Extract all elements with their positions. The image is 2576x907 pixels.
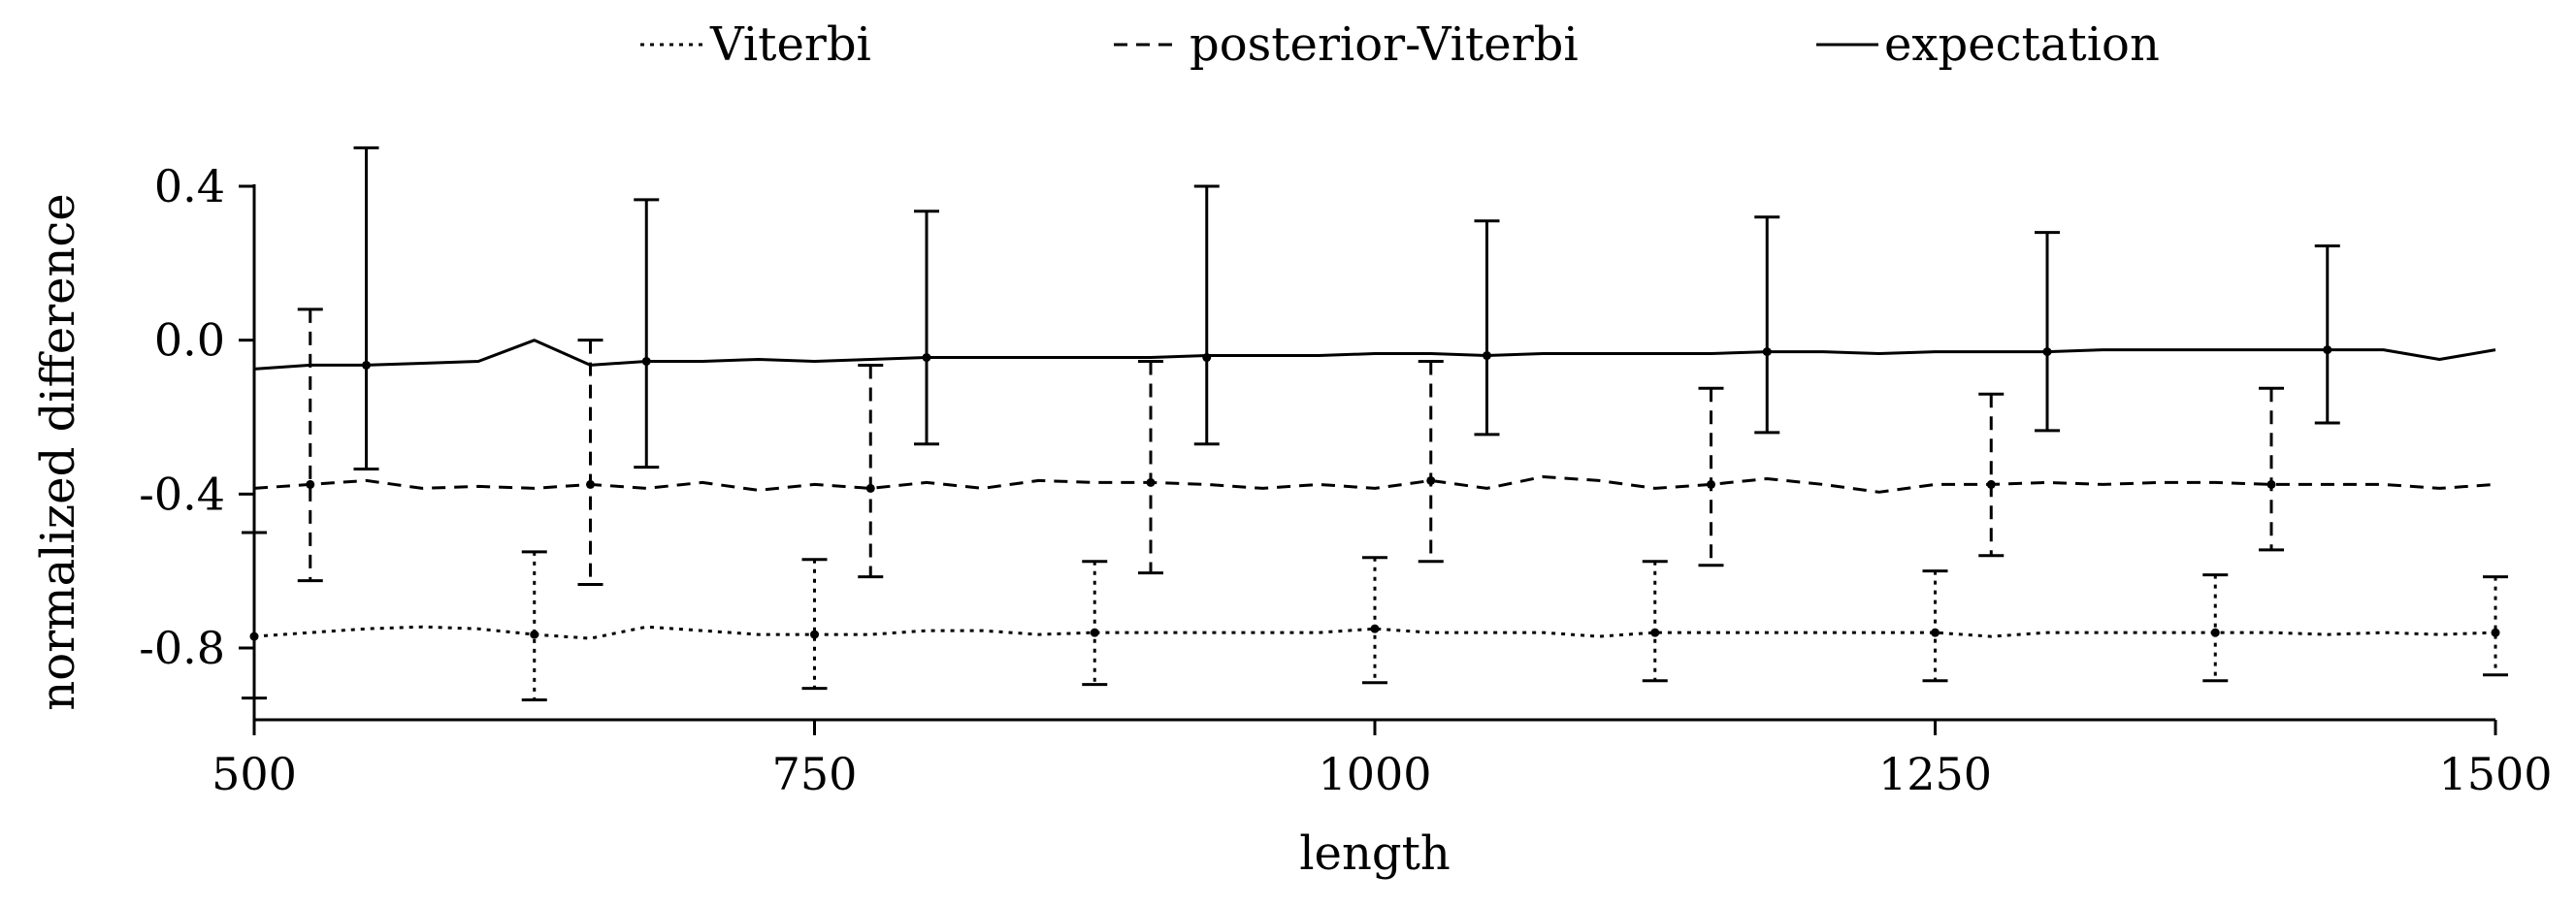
error-bar-expectation [1754,215,1780,435]
data-point [922,353,931,363]
data-point [2210,628,2220,637]
x-tick-label: 500 [212,748,297,800]
error-bar-viterbi [2202,573,2229,683]
legend-label-posterior-viterbi: posterior-Viterbi [1190,17,1579,72]
series-line-posterior-viterbi [253,475,2496,494]
data-point [2266,479,2276,489]
data-point [249,632,259,641]
data-point [1146,477,1156,487]
x-tick-label: 1500 [2438,748,2552,800]
data-point [1986,479,1996,489]
data-point [1931,628,1940,637]
data-point [1370,624,1380,633]
error-bar-posterior-viterbi [297,308,323,583]
data-point [1762,347,1772,357]
data-point [306,479,315,489]
x-axis-title: length [1299,826,1451,881]
y-tick-label: -0.4 [139,468,225,520]
data-point [1650,628,1660,637]
error-bar-posterior-viterbi [858,363,884,579]
error-bar-posterior-viterbi [577,339,603,587]
data-point [586,479,595,489]
data-point [1202,353,1212,363]
data-point [1707,479,1715,489]
error-bar-posterior-viterbi [2259,386,2284,552]
y-tick-label: 0.4 [154,160,225,212]
x-tick-label: 1250 [1878,748,1992,800]
error-bar-posterior-viterbi [1978,392,2005,558]
axes: 500 750 1000 1250 1500 0.4 0.0 -0.4 -0.8 [139,160,2552,800]
error-bar-expectation [1193,184,1220,446]
x-tick-label: 750 [772,748,858,800]
data-point [2491,628,2500,637]
error-bar-viterbi [242,531,267,700]
error-bar-posterior-viterbi [1418,359,1444,564]
error-bar-viterbi [2483,575,2508,677]
data-point [1483,351,1491,361]
data-point [810,630,819,639]
error-bar-viterbi [1922,569,1948,683]
x-tick-label: 1000 [1318,748,1431,800]
error-bar-posterior-viterbi [1698,386,1724,567]
error-bar-viterbi [1362,556,1387,685]
legend-label-viterbi: Viterbi [709,17,871,72]
data-point [362,360,371,370]
error-bar-viterbi [521,550,547,702]
error-bar-expectation [2314,243,2340,425]
error-bar-expectation [914,210,939,446]
y-axis-title: normalized difference [31,193,85,710]
legend: Viterbi posterior-Viterbi expectation [640,17,2160,72]
legend-label-expectation: expectation [1884,17,2160,72]
data-point [2323,345,2332,355]
error-bar-posterior-viterbi [1138,359,1163,575]
y-tick-label: 0.0 [154,314,225,367]
data-point [530,630,539,639]
y-tick-label: -0.8 [139,622,225,674]
plot-area [242,146,2508,702]
series-line-expectation [253,339,2496,371]
data-point [641,356,651,366]
error-bar-viterbi [1642,560,1668,683]
data-point [1426,475,1436,485]
error-bar-viterbi [1082,560,1108,687]
error-bar-expectation [634,198,660,470]
error-bar-expectation [353,146,379,471]
error-bar-viterbi [801,558,828,691]
error-bar-expectation [2035,231,2060,433]
data-point [865,483,875,493]
error-bar-expectation [1474,219,1500,437]
data-point [1090,628,1099,637]
data-point [2042,347,2052,357]
